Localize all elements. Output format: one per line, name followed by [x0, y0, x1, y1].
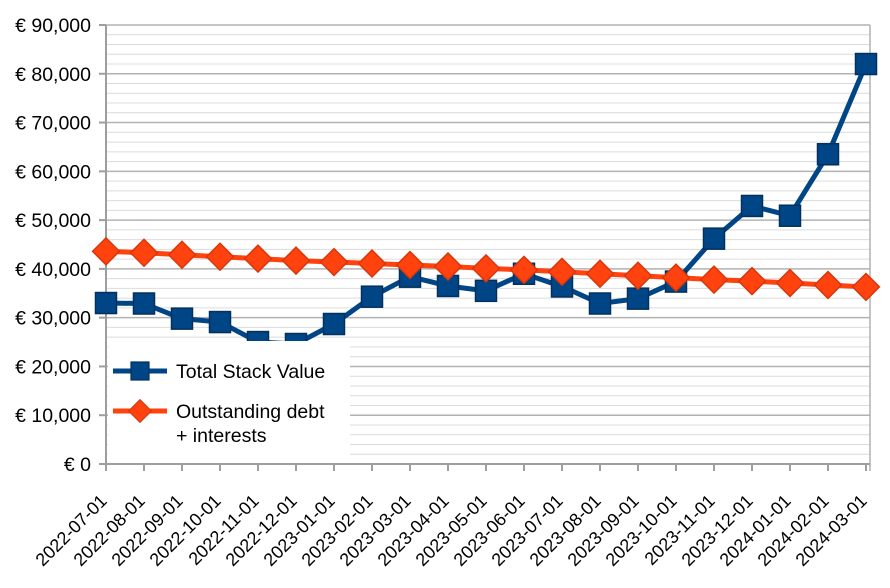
series-outstanding-debt-interests-marker — [509, 255, 539, 285]
series-outstanding-debt-interests-marker — [433, 251, 463, 281]
series-outstanding-debt-interests-marker — [813, 270, 843, 300]
series-outstanding-debt-interests-marker — [357, 249, 387, 279]
series-outstanding-debt-interests-marker — [395, 250, 425, 280]
series-total-stack-value-marker — [474, 279, 498, 303]
legend-item-label: + interests — [176, 425, 267, 447]
series-total-stack-value-marker — [588, 292, 612, 315]
legend-item-label: Outstanding debt — [176, 401, 325, 423]
legend: Total Stack Value Outstanding debt+ inter… — [108, 341, 350, 457]
series-outstanding-debt-interests-marker — [129, 238, 159, 268]
legend-item-label: Total Stack Value — [176, 361, 325, 383]
y-axis-tick-label: € 0 — [64, 454, 91, 476]
series-outstanding-debt-interests-marker — [205, 242, 235, 272]
legend-outstanding-debt-interests-marker — [127, 398, 153, 424]
series-outstanding-debt-interests-marker — [243, 244, 273, 274]
series-outstanding-debt-interests-marker — [851, 272, 881, 302]
series-outstanding-debt-interests-marker — [661, 263, 691, 293]
y-axis-tick-label: € 20,000 — [15, 356, 91, 378]
y-axis-tick-label: € 90,000 — [15, 15, 91, 37]
series-outstanding-debt-interests-marker — [699, 265, 729, 295]
series-outstanding-debt-interests-marker — [623, 261, 653, 291]
series-outstanding-debt-interests-marker — [167, 240, 197, 270]
y-axis-tick-label: € 50,000 — [15, 210, 91, 232]
series-outstanding-debt-interests-marker — [319, 247, 349, 277]
series-total-stack-value-marker — [778, 204, 802, 227]
y-axis-tick-label: € 80,000 — [15, 64, 91, 86]
series-total-stack-value-marker — [740, 194, 764, 218]
series-total-stack-value-marker — [816, 143, 840, 166]
y-axis-tick-label: € 60,000 — [15, 161, 91, 183]
legend-box — [108, 341, 350, 457]
series-total-stack-value-marker — [702, 227, 726, 250]
series-outstanding-debt-interests-marker — [585, 259, 615, 289]
y-axis-tick-label: € 70,000 — [15, 113, 91, 135]
series-total-stack-value-marker — [360, 285, 384, 308]
series-total-stack-value-marker — [208, 310, 232, 334]
series-total-stack-value-marker — [132, 292, 156, 315]
y-axis-tick-label: € 10,000 — [15, 405, 91, 427]
legend-total-stack-value-marker — [130, 361, 150, 381]
series-outstanding-debt-interests-marker — [737, 266, 767, 296]
series-total-stack-value-marker — [322, 312, 346, 336]
series-outstanding-debt-interests-marker — [281, 246, 311, 276]
series-outstanding-debt-interests-marker — [91, 236, 121, 266]
series-outstanding-debt-interests-marker — [471, 253, 501, 283]
y-axis-tick-label: € 30,000 — [15, 308, 91, 330]
y-axis-tick-label: € 40,000 — [15, 259, 91, 281]
series-total-stack-value-marker — [94, 291, 118, 315]
series-outstanding-debt-interests-marker — [547, 257, 577, 287]
series-total-stack-value-marker — [626, 287, 650, 310]
series-outstanding-debt-interests-marker — [775, 268, 805, 298]
series-total-stack-value-marker — [170, 307, 194, 330]
series-total-stack-value-marker — [854, 52, 878, 76]
